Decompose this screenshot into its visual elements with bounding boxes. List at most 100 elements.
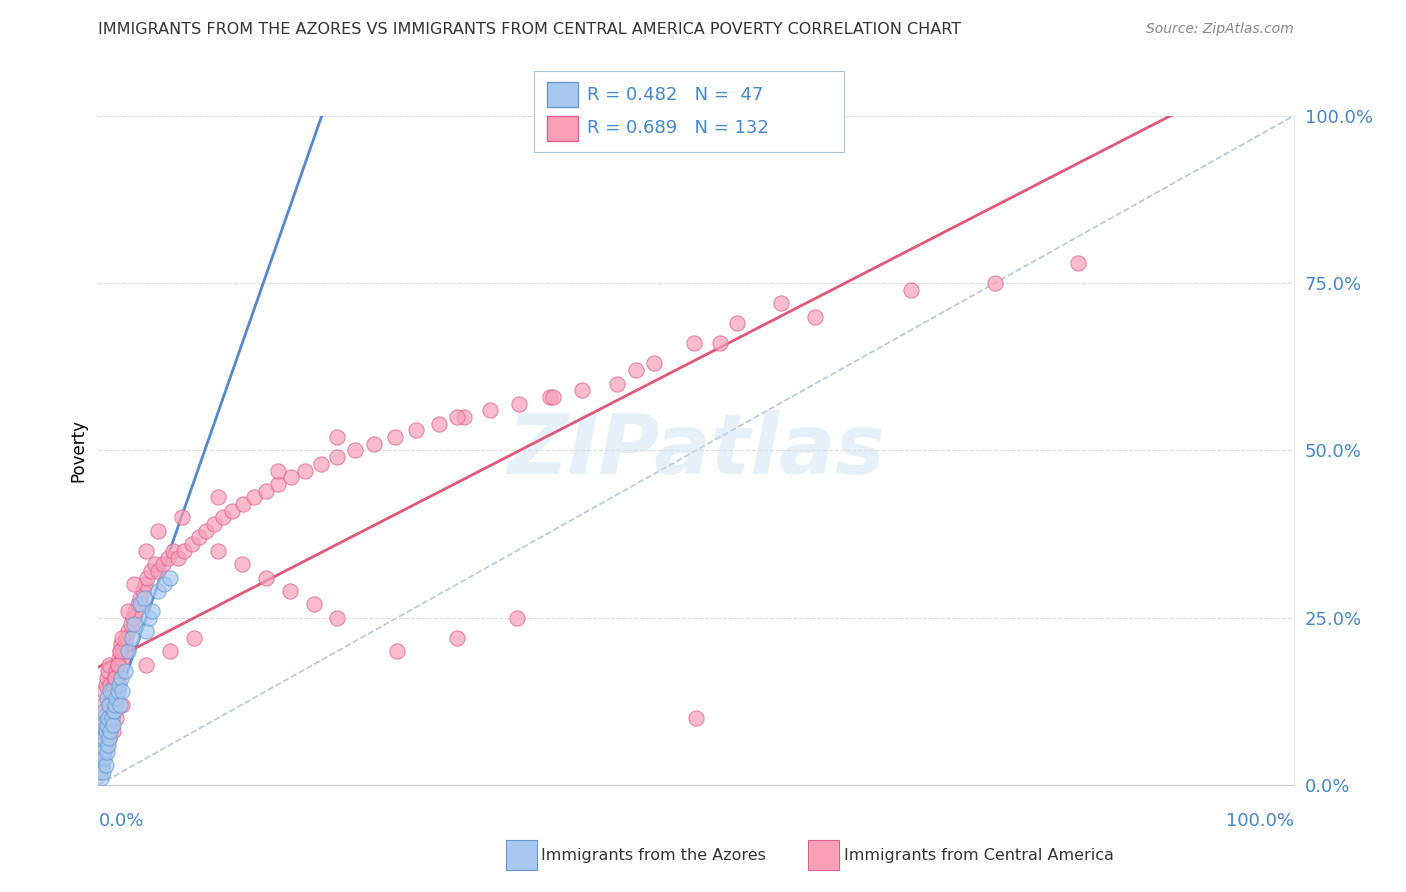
Point bbox=[541, 390, 564, 404]
Point bbox=[104, 671, 127, 685]
Point bbox=[107, 651, 129, 665]
Point bbox=[107, 657, 129, 672]
Point bbox=[111, 651, 134, 665]
Point bbox=[89, 764, 111, 779]
Point bbox=[231, 557, 253, 572]
Point bbox=[101, 717, 124, 731]
Point bbox=[90, 724, 112, 739]
Point bbox=[453, 410, 475, 425]
Point bbox=[117, 624, 139, 639]
Point bbox=[96, 717, 118, 731]
Point bbox=[105, 664, 128, 679]
Point bbox=[90, 771, 112, 786]
Point bbox=[148, 584, 170, 599]
Point bbox=[124, 617, 146, 632]
Point bbox=[97, 664, 120, 679]
Point bbox=[385, 644, 409, 658]
Point bbox=[194, 524, 217, 538]
Bar bbox=[547, 115, 578, 141]
Point bbox=[363, 436, 385, 450]
Point bbox=[107, 678, 129, 692]
Point bbox=[90, 717, 112, 731]
Point bbox=[91, 738, 114, 752]
Text: Immigrants from Central America: Immigrants from Central America bbox=[844, 848, 1114, 863]
Point bbox=[121, 631, 143, 645]
Point bbox=[326, 611, 349, 625]
Point bbox=[159, 644, 181, 658]
Point bbox=[405, 424, 427, 438]
Point bbox=[91, 738, 114, 752]
Point bbox=[89, 744, 111, 758]
Point bbox=[108, 698, 131, 712]
Point bbox=[108, 644, 131, 658]
Point bbox=[709, 336, 731, 351]
Point bbox=[139, 564, 162, 578]
Point bbox=[97, 738, 120, 752]
Point bbox=[100, 711, 122, 725]
Point bbox=[508, 396, 530, 410]
Point bbox=[187, 530, 209, 544]
Point bbox=[91, 711, 114, 725]
Point bbox=[91, 738, 114, 752]
Point bbox=[110, 671, 132, 685]
Point bbox=[96, 690, 118, 705]
Point bbox=[91, 717, 114, 731]
Point bbox=[167, 550, 190, 565]
Point bbox=[94, 678, 117, 692]
Point bbox=[117, 644, 139, 658]
Point bbox=[97, 711, 120, 725]
Point bbox=[90, 744, 112, 758]
Point bbox=[211, 510, 233, 524]
Point bbox=[89, 764, 111, 779]
Point bbox=[900, 283, 922, 297]
Point bbox=[98, 684, 122, 698]
Point bbox=[682, 336, 704, 351]
Point bbox=[115, 631, 138, 645]
Point bbox=[725, 317, 748, 331]
Text: Source: ZipAtlas.com: Source: ZipAtlas.com bbox=[1146, 22, 1294, 37]
Text: 100.0%: 100.0% bbox=[1226, 812, 1294, 830]
Point bbox=[207, 544, 229, 558]
Text: R = 0.482   N =  47: R = 0.482 N = 47 bbox=[586, 86, 763, 103]
Point bbox=[294, 464, 316, 478]
Point bbox=[135, 544, 157, 558]
Point bbox=[103, 705, 125, 719]
Point bbox=[1067, 256, 1090, 270]
Point bbox=[124, 577, 146, 591]
Point bbox=[183, 631, 205, 645]
Point bbox=[134, 577, 156, 591]
Point bbox=[172, 510, 194, 524]
Point bbox=[446, 631, 468, 645]
Point bbox=[90, 751, 112, 765]
Point bbox=[479, 403, 502, 417]
Point bbox=[91, 731, 114, 746]
Point bbox=[97, 711, 120, 725]
Point bbox=[159, 571, 181, 585]
Point bbox=[98, 731, 121, 746]
Point bbox=[148, 524, 170, 538]
Point bbox=[138, 611, 160, 625]
Point bbox=[153, 577, 176, 591]
Point bbox=[90, 758, 112, 772]
Point bbox=[93, 684, 115, 698]
Point bbox=[769, 296, 792, 310]
Point bbox=[110, 637, 132, 651]
Point bbox=[643, 356, 665, 371]
Point bbox=[254, 571, 277, 585]
Point bbox=[94, 724, 117, 739]
Point bbox=[91, 764, 114, 779]
Point bbox=[104, 671, 127, 685]
Point bbox=[98, 731, 121, 746]
Point bbox=[101, 724, 124, 739]
Point bbox=[162, 544, 184, 558]
Point bbox=[127, 598, 149, 612]
Point bbox=[98, 698, 122, 712]
Point bbox=[93, 731, 115, 746]
Point bbox=[104, 698, 127, 712]
Point bbox=[152, 557, 174, 572]
Point bbox=[98, 724, 122, 739]
Point bbox=[506, 611, 529, 625]
Point bbox=[344, 443, 367, 458]
Point bbox=[207, 490, 229, 504]
Point bbox=[97, 705, 120, 719]
